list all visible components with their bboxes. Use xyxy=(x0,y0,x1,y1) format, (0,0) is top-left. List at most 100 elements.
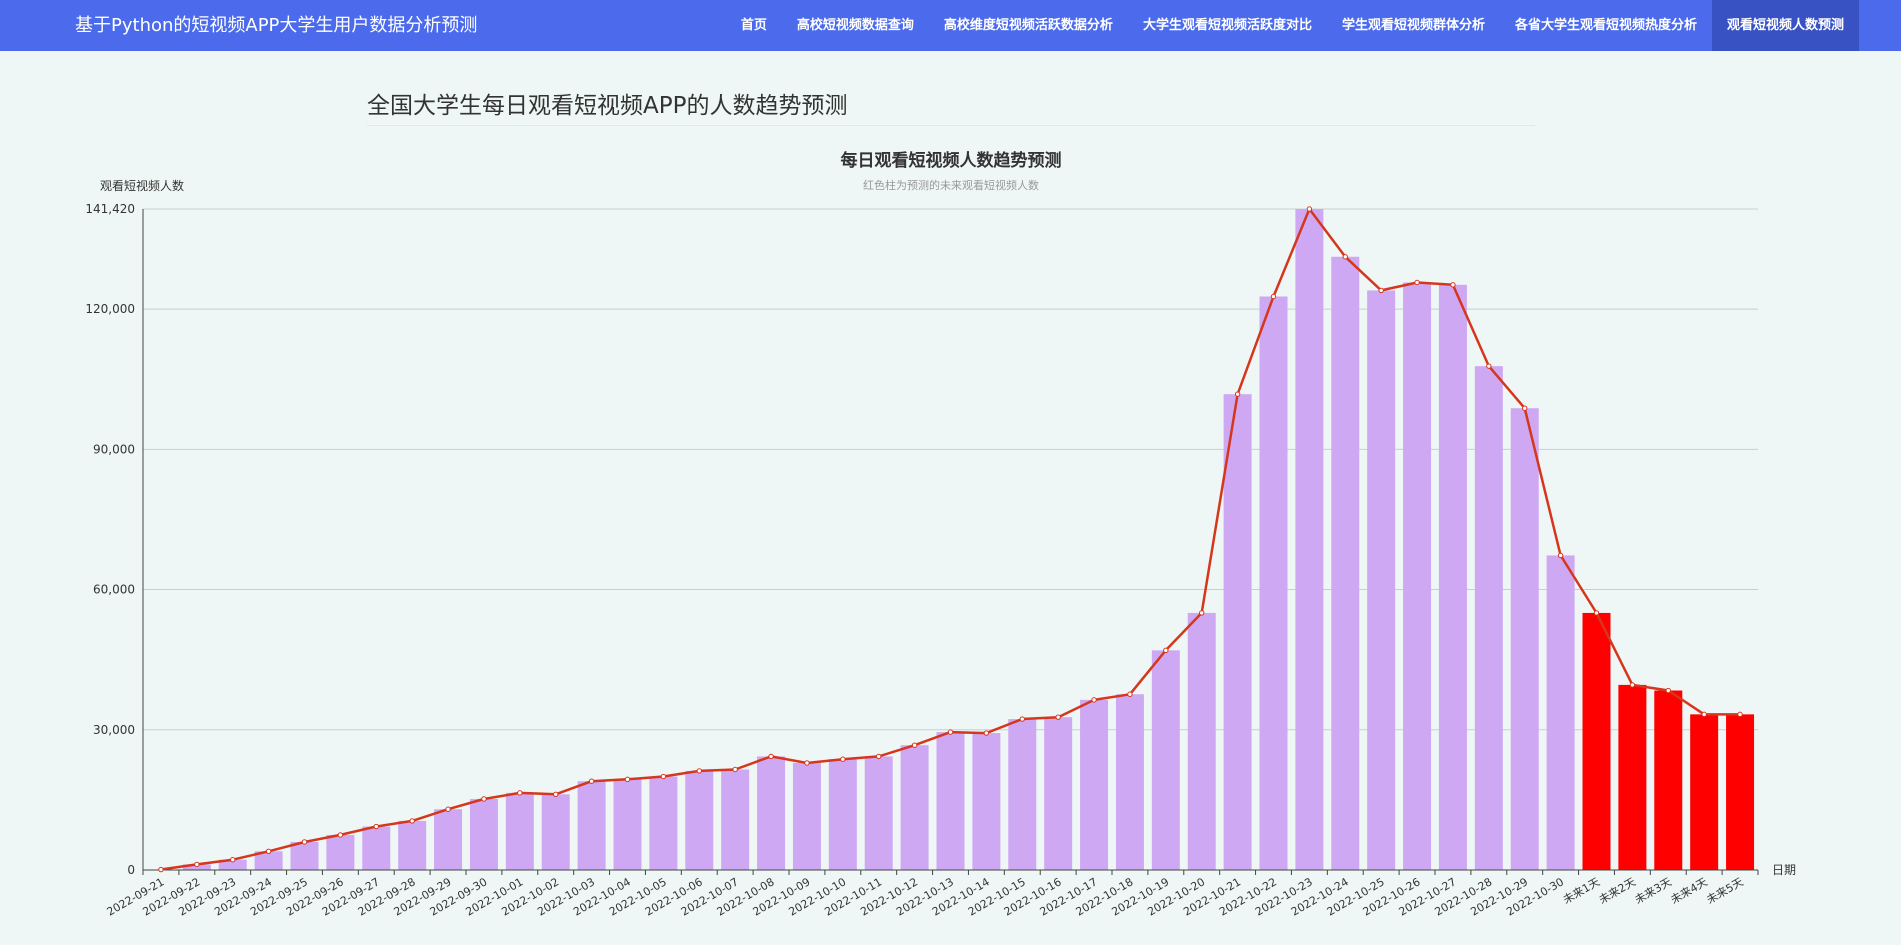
trend-point xyxy=(1450,282,1456,288)
bar xyxy=(1115,694,1144,870)
trend-point xyxy=(983,730,990,736)
bar xyxy=(1044,717,1073,870)
trend-point xyxy=(804,760,810,766)
bar xyxy=(1403,282,1432,870)
bar xyxy=(1474,366,1503,870)
trend-point xyxy=(840,756,846,762)
trend-point xyxy=(1234,391,1241,397)
trend-point xyxy=(1306,206,1313,212)
nav-item-6[interactable]: 各省大学生观看短视频热度分析 xyxy=(1514,18,1697,33)
nav-item-5[interactable]: 学生观看短视频群体分析 xyxy=(1341,18,1485,33)
x-tick-label: 未来1天 xyxy=(1561,875,1602,906)
trend-point xyxy=(1522,405,1528,411)
trend-point xyxy=(553,791,559,797)
y-tick-label: 60,000 xyxy=(93,583,135,597)
trend-point xyxy=(265,848,272,855)
forecast-bar xyxy=(1690,714,1719,870)
forecast-bar xyxy=(1618,684,1647,870)
trend-point xyxy=(445,806,451,812)
trend-point xyxy=(947,729,954,735)
trend-point xyxy=(1378,287,1384,294)
bar xyxy=(1295,209,1324,870)
bar xyxy=(505,792,534,870)
trend-point xyxy=(1629,682,1636,688)
nav-item-7[interactable]: 观看短视频人数预测 xyxy=(1711,0,1859,51)
trend-point xyxy=(517,790,523,796)
bar xyxy=(254,851,283,870)
bar xyxy=(936,732,965,870)
nav-item-1[interactable]: 首页 xyxy=(740,18,767,33)
bar xyxy=(864,756,893,870)
bar xyxy=(1367,290,1396,870)
bar xyxy=(1438,284,1467,870)
trend-point xyxy=(1270,293,1277,300)
trend-point xyxy=(373,823,379,830)
forecast-bar xyxy=(1654,690,1683,870)
trend-point xyxy=(481,796,487,802)
bar xyxy=(757,756,786,870)
bar xyxy=(218,859,247,870)
x-tick-label: 未来4天 xyxy=(1669,875,1710,906)
navbar: 基于Python的短视频APP大学生用户数据分析预测 首页 高校短视频数据查询 高校… xyxy=(0,0,1901,51)
bar xyxy=(1259,296,1288,870)
nav-item-3[interactable]: 高校维度短视频活跃数据分析 xyxy=(943,18,1113,33)
trend-point xyxy=(1701,711,1707,718)
trend-point xyxy=(1127,691,1133,697)
x-tick-label: 未来2天 xyxy=(1597,875,1638,906)
x-tick-label: 未来3天 xyxy=(1633,875,1674,906)
y-tick-label: 141,420 xyxy=(85,202,135,216)
bar xyxy=(577,781,606,870)
bar xyxy=(398,820,427,870)
bar xyxy=(828,759,857,870)
trend-point xyxy=(158,866,164,873)
app-brand[interactable]: 基于Python的短视频APP大学生用户数据分析预测 xyxy=(75,15,478,36)
bar xyxy=(649,776,678,870)
bar xyxy=(290,841,319,870)
bar xyxy=(900,745,929,870)
bar xyxy=(721,769,750,870)
trend-point xyxy=(301,839,308,845)
trend-point xyxy=(1665,687,1671,694)
trend-point xyxy=(1163,647,1169,654)
trend-point xyxy=(230,857,236,863)
bar xyxy=(1546,555,1575,870)
y-tick-label: 30,000 xyxy=(93,723,135,737)
bar xyxy=(685,770,714,870)
trend-point xyxy=(1342,254,1348,260)
trend-point xyxy=(1414,279,1420,286)
bar xyxy=(613,779,642,870)
forecast-bar xyxy=(1582,612,1611,870)
trend-point xyxy=(696,768,702,774)
trend-point xyxy=(732,766,738,773)
trend-point xyxy=(624,776,631,783)
trend-point xyxy=(1091,697,1097,703)
trend-point xyxy=(1593,610,1600,616)
nav-item-4[interactable]: 大学生观看短视频活跃度对比 xyxy=(1142,18,1312,33)
trend-point xyxy=(409,818,415,824)
forecast-bar xyxy=(1726,714,1755,870)
chart-subtitle: 红色柱为预测的未来观看短视频人数 xyxy=(863,178,1039,192)
bar xyxy=(469,798,498,870)
page-title: 全国大学生每日观看短视频APP的人数趋势预测 xyxy=(367,93,848,119)
trend-point xyxy=(1055,714,1061,720)
trend-point xyxy=(1486,363,1492,369)
title-divider xyxy=(367,125,1535,126)
nav-menu: 首页 高校短视频数据查询 高校维度短视频活跃数据分析 大学生观看短视频活跃度对比 学生观… xyxy=(726,0,1859,51)
bar xyxy=(541,794,570,870)
trend-point xyxy=(768,753,774,760)
nav-item-2[interactable]: 高校短视频数据查询 xyxy=(796,18,914,33)
bar xyxy=(1151,650,1180,870)
chart-title: 每日观看短视频人数趋势预测 xyxy=(841,150,1062,171)
bar xyxy=(1510,408,1539,870)
bar xyxy=(362,826,391,870)
trend-point xyxy=(876,753,882,760)
bar xyxy=(434,809,463,870)
bar xyxy=(1008,719,1037,870)
bar xyxy=(1223,394,1252,870)
bar xyxy=(792,762,821,870)
bar xyxy=(326,834,355,870)
bar xyxy=(1331,256,1360,870)
trend-forecast-chart: 0 30,000 60,000 90,000 120,000 141,420 每日观看短视频… xyxy=(85,150,1796,919)
x-axis-label: 日期 xyxy=(1772,863,1796,877)
trend-point xyxy=(1737,711,1743,718)
